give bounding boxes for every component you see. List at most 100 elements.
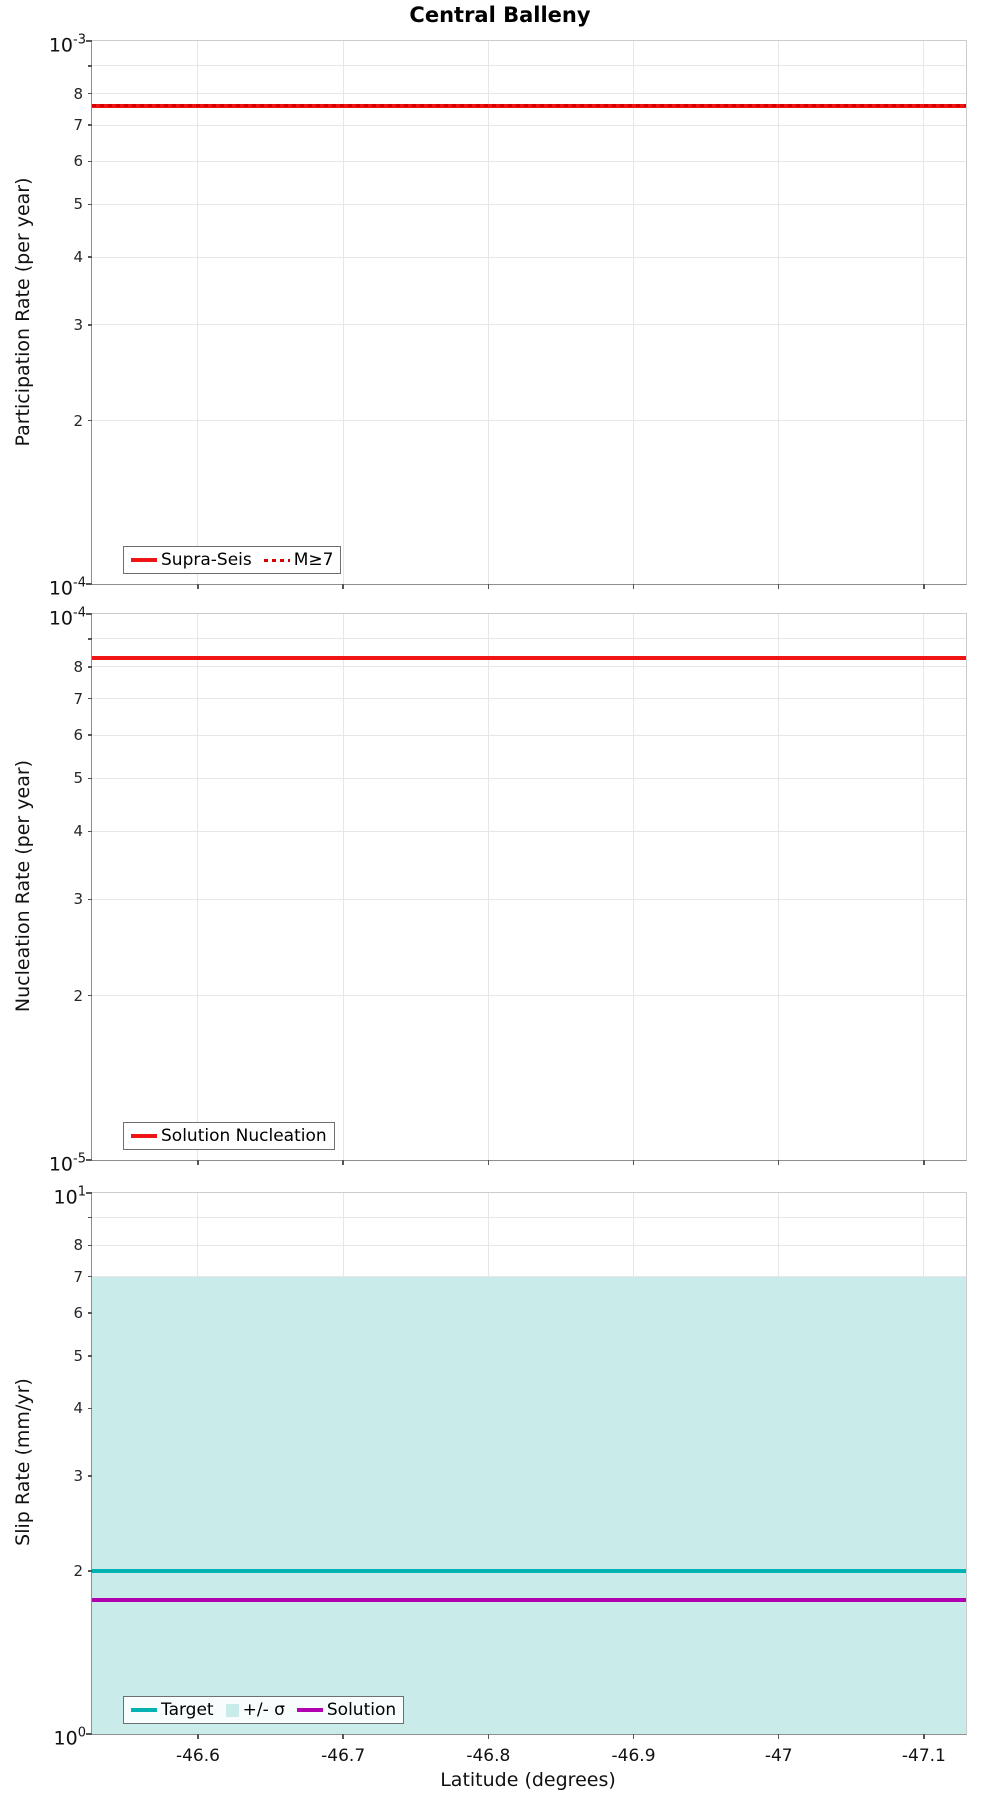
y-tick-mark bbox=[88, 1276, 92, 1278]
y-tick-mark bbox=[88, 1570, 92, 1572]
y-tick-label: 4 bbox=[73, 822, 83, 841]
y-tick-mark bbox=[88, 419, 92, 422]
legend-item-solution: Solution bbox=[296, 1700, 397, 1720]
y-tick-mark bbox=[88, 1312, 92, 1314]
x-gridline bbox=[487, 614, 489, 1160]
series-line-solution bbox=[92, 1598, 966, 1602]
y-tick-mark bbox=[88, 898, 92, 901]
y-tick-mark bbox=[88, 734, 92, 736]
y-tick-label: 3 bbox=[73, 1466, 83, 1485]
legend-swatch-item bbox=[225, 1703, 239, 1717]
y-tick-label: 8 bbox=[73, 84, 83, 103]
y-tick-label: 2 bbox=[73, 1562, 83, 1581]
legend-item-item: +/- σ bbox=[225, 1700, 285, 1720]
x-gridline bbox=[342, 614, 344, 1160]
y-tick-mark-major bbox=[86, 583, 92, 585]
y-tick-mark bbox=[88, 1355, 92, 1357]
y-gridline bbox=[92, 420, 966, 422]
y-tick-mark bbox=[88, 256, 92, 258]
x-tick-mark bbox=[923, 584, 925, 589]
y-gridline bbox=[92, 638, 966, 640]
y-tick-mark-major bbox=[86, 1159, 92, 1161]
legend-item-target: Target bbox=[131, 1700, 214, 1720]
y-tick-mark-major bbox=[86, 1733, 92, 1735]
y-tick-mark bbox=[88, 994, 92, 997]
x-gridline bbox=[342, 41, 344, 584]
y-tick-mark bbox=[88, 830, 92, 832]
legend-item-m-7: M≥7 bbox=[263, 550, 333, 570]
participation-rate-chart: 8 7 6 5 4 3 2 10-3 10-4 Supra-Seis M≥7 bbox=[49, 32, 967, 600]
y-tick-label: 4 bbox=[73, 1399, 83, 1418]
x-tick-mark bbox=[923, 1734, 925, 1739]
legend-item-supra-seis: Supra-Seis bbox=[131, 550, 252, 570]
y-tick-label: 2 bbox=[73, 986, 83, 1005]
y-gridline bbox=[92, 1217, 966, 1219]
x-gridline bbox=[487, 41, 489, 584]
y-gridline bbox=[92, 777, 966, 779]
legend-swatch-solution-nucleation bbox=[131, 1134, 157, 1138]
y-tick-mark bbox=[88, 1407, 92, 1409]
legend: Supra-Seis M≥7 bbox=[123, 546, 342, 574]
slip-rate-chart: -46.6 -46.7 -46.8 -46.9 -47 -47.1 8 7 6 5 4 3 2 101 10… bbox=[54, 1184, 967, 1766]
legend-label: Solution bbox=[326, 1700, 397, 1720]
x-tick-mark bbox=[632, 1734, 635, 1739]
y-tick-mark bbox=[88, 203, 92, 206]
sigma-band bbox=[92, 1276, 966, 1734]
x-tick-label: -46.8 bbox=[466, 1746, 511, 1766]
y-tick-mark bbox=[88, 638, 92, 640]
y-tick-mark bbox=[88, 160, 92, 163]
y-tick-mark-major bbox=[86, 40, 92, 42]
x-gridline bbox=[197, 614, 199, 1160]
x-gridline bbox=[923, 614, 925, 1160]
y-tick-label: 4 bbox=[73, 248, 83, 267]
y-tick-label: 6 bbox=[73, 152, 83, 171]
figure-title: Central Balleny bbox=[409, 3, 591, 27]
y-decade-label-top: 10-4 bbox=[48, 605, 86, 630]
y-tick-mark bbox=[88, 324, 92, 326]
y-tick-label: 7 bbox=[73, 116, 83, 135]
y-gridline bbox=[92, 1244, 966, 1246]
x-tick-mark bbox=[342, 1160, 344, 1165]
x-tick-mark bbox=[342, 584, 344, 589]
legend-item-solution-nucleation: Solution Nucleation bbox=[131, 1126, 327, 1146]
x-tick-mark bbox=[342, 1734, 344, 1739]
x-tick-mark bbox=[197, 1734, 199, 1739]
x-axis-label: Latitude (degrees) bbox=[440, 1769, 616, 1791]
y-tick-label: 3 bbox=[73, 315, 83, 334]
x-tick-label: -47.1 bbox=[901, 1746, 946, 1766]
y-tick-mark bbox=[88, 65, 92, 67]
y-tick-label: 6 bbox=[73, 726, 83, 745]
x-tick-label: -46.9 bbox=[611, 1746, 656, 1766]
x-gridline bbox=[197, 41, 199, 584]
x-tick-mark bbox=[778, 584, 780, 589]
y-tick-mark bbox=[88, 92, 92, 95]
legend-label: +/- σ bbox=[242, 1700, 285, 1720]
y-gridline bbox=[92, 734, 966, 736]
y-decade-label-bottom: 10-4 bbox=[48, 575, 86, 600]
y-gridline bbox=[92, 160, 966, 162]
y-tick-label: 8 bbox=[73, 1236, 83, 1255]
y-tick-label: 2 bbox=[73, 411, 83, 430]
y-tick-label: 5 bbox=[73, 1346, 83, 1365]
y-gridline bbox=[92, 698, 966, 700]
y-gridline bbox=[92, 256, 966, 258]
y-decade-label-top: 10-3 bbox=[48, 32, 86, 57]
y-tick-label: 7 bbox=[73, 689, 83, 708]
y-gridline bbox=[92, 666, 966, 668]
x-tick-mark bbox=[923, 1160, 925, 1165]
y-gridline bbox=[92, 93, 966, 95]
y-decade-label-bottom: 100 bbox=[53, 1725, 86, 1750]
y-tick-label: 5 bbox=[73, 769, 83, 788]
y-gridline bbox=[92, 995, 966, 997]
legend-swatch-target bbox=[131, 1708, 157, 1712]
x-tick-mark bbox=[632, 584, 635, 589]
legend-swatch-m-7 bbox=[263, 558, 290, 562]
y-tick-mark bbox=[88, 124, 92, 126]
x-gridline bbox=[923, 41, 925, 584]
y-gridline bbox=[92, 324, 966, 326]
y-axis-label-nucleation-rate: Nucleation Rate (per year) bbox=[12, 759, 34, 1013]
x-tick-label: -46.6 bbox=[175, 1746, 220, 1766]
y-tick-mark-major bbox=[86, 613, 92, 615]
y-decade-label-top: 101 bbox=[53, 1184, 86, 1209]
y-tick-mark bbox=[88, 666, 92, 668]
